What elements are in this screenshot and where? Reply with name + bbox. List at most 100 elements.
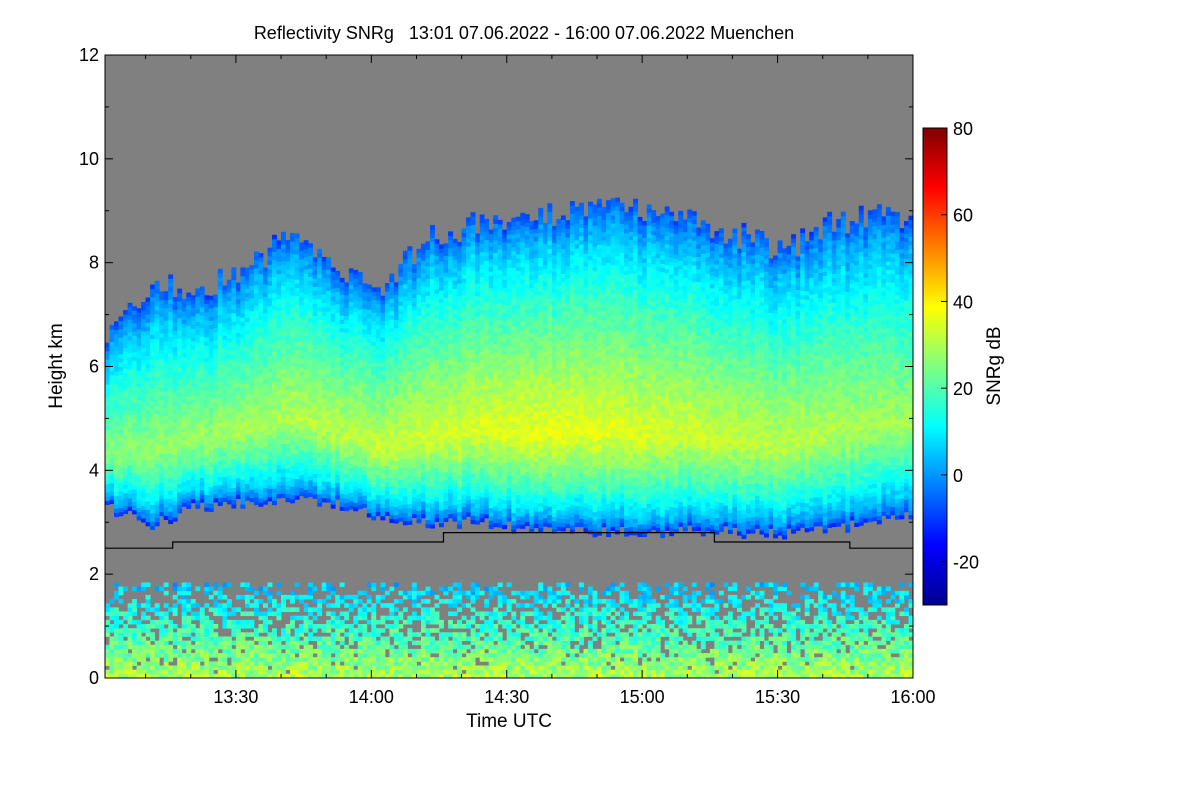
cloud-cell bbox=[195, 408, 201, 414]
cloud-cell bbox=[141, 347, 147, 353]
cloud-cell bbox=[375, 299, 381, 305]
cloud-cell bbox=[353, 494, 359, 499]
cloud-cell bbox=[362, 337, 368, 342]
cloud-cell bbox=[425, 241, 431, 246]
cloud-cell bbox=[398, 446, 404, 452]
cloud-cell bbox=[470, 249, 476, 255]
cloud-cell bbox=[484, 410, 490, 415]
cloud-cell bbox=[281, 472, 286, 478]
cloud-cell bbox=[213, 385, 219, 391]
cloud-cell bbox=[150, 429, 156, 435]
cloud-cell bbox=[258, 498, 264, 503]
cloud-cell bbox=[461, 407, 467, 412]
cloud-cell bbox=[484, 364, 490, 369]
cloud-cell bbox=[348, 438, 354, 444]
cloud-cell bbox=[136, 416, 142, 421]
cloud-cell bbox=[312, 469, 318, 474]
cloud-cell bbox=[181, 365, 187, 370]
cloud-cell bbox=[186, 433, 192, 439]
cloud-cell bbox=[308, 351, 314, 356]
cloud-cell bbox=[430, 237, 435, 242]
cloud-cell bbox=[181, 340, 187, 345]
cloud-cell bbox=[407, 391, 413, 397]
cloud-cell bbox=[466, 254, 472, 260]
cloud-cell bbox=[470, 324, 476, 329]
cloud-cell bbox=[308, 322, 314, 327]
cloud-cell bbox=[109, 462, 115, 467]
cloud-cell bbox=[235, 440, 241, 445]
cloud-cell bbox=[434, 322, 440, 327]
cloud-cell bbox=[389, 352, 395, 357]
cloud-cell bbox=[290, 365, 296, 371]
cloud-cell bbox=[330, 371, 336, 376]
cloud-cell bbox=[348, 334, 354, 340]
cloud-cell bbox=[312, 390, 318, 395]
cloud-cell bbox=[475, 262, 481, 268]
cloud-cell bbox=[136, 320, 142, 326]
cloud-cell bbox=[290, 374, 296, 379]
cloud-cell bbox=[335, 333, 341, 338]
cloud-cell bbox=[231, 458, 237, 463]
cloud-cell bbox=[105, 459, 110, 464]
cloud-cell bbox=[430, 283, 435, 288]
cloud-cell bbox=[272, 342, 277, 348]
cloud-cell bbox=[461, 486, 467, 491]
cloud-cell bbox=[109, 428, 115, 434]
cloud-cell bbox=[448, 318, 454, 324]
cloud-cell bbox=[109, 408, 115, 413]
cloud-cell bbox=[411, 293, 417, 298]
cloud-cell bbox=[213, 423, 219, 428]
cloud-cell bbox=[484, 264, 490, 270]
cloud-cell bbox=[208, 333, 214, 338]
cloud-cell bbox=[244, 305, 250, 310]
cloud-cell bbox=[308, 388, 314, 394]
cloud-cell bbox=[380, 407, 386, 413]
cloud-cell bbox=[448, 252, 454, 257]
cloud-cell bbox=[258, 298, 264, 304]
cloud-cell bbox=[290, 245, 296, 251]
cloud-cell bbox=[393, 469, 399, 474]
cloud-cell bbox=[434, 363, 440, 369]
cloud-cell bbox=[466, 217, 472, 222]
cloud-cell bbox=[457, 250, 463, 255]
cloud-cell bbox=[407, 499, 413, 505]
cloud-cell bbox=[163, 291, 169, 296]
cloud-cell bbox=[452, 334, 458, 339]
cloud-cell bbox=[407, 375, 413, 380]
cloud-cell bbox=[204, 324, 210, 329]
cloud-cell bbox=[448, 277, 454, 282]
cloud-cell bbox=[114, 475, 119, 480]
cloud-cell bbox=[366, 309, 372, 314]
cloud-cell bbox=[411, 426, 417, 431]
cloud-cell bbox=[425, 473, 431, 479]
cloud-cell bbox=[484, 339, 490, 344]
cloud-cell bbox=[421, 314, 426, 319]
cloud-cell bbox=[425, 303, 431, 309]
cloud-cell bbox=[357, 371, 363, 377]
cloud-cell bbox=[421, 409, 426, 415]
cloud-cell bbox=[402, 379, 408, 385]
cloud-cell bbox=[357, 367, 363, 373]
cloud-cell bbox=[263, 471, 268, 476]
cloud-cell bbox=[199, 315, 205, 321]
cloud-cell bbox=[177, 496, 183, 501]
cloud-cell bbox=[281, 381, 286, 386]
cloud-cell bbox=[217, 376, 223, 382]
cloud-cell bbox=[434, 309, 440, 315]
cloud-cell bbox=[105, 500, 110, 506]
cloud-cell bbox=[479, 434, 485, 440]
cloud-cell bbox=[466, 508, 472, 513]
cloud-cell bbox=[407, 291, 413, 297]
cloud-cell bbox=[416, 290, 422, 295]
cloud-cell bbox=[475, 341, 481, 347]
cloud-cell bbox=[344, 498, 350, 503]
cloud-cell bbox=[443, 359, 449, 365]
cloud-cell bbox=[276, 286, 282, 291]
cloud-cell bbox=[231, 412, 237, 418]
cloud-cell bbox=[475, 383, 481, 388]
cloud-cell bbox=[348, 318, 354, 323]
cloud-cell bbox=[208, 349, 214, 355]
cloud-cell bbox=[150, 450, 156, 456]
cloud-cell bbox=[348, 297, 354, 302]
cloud-cell bbox=[407, 424, 413, 430]
